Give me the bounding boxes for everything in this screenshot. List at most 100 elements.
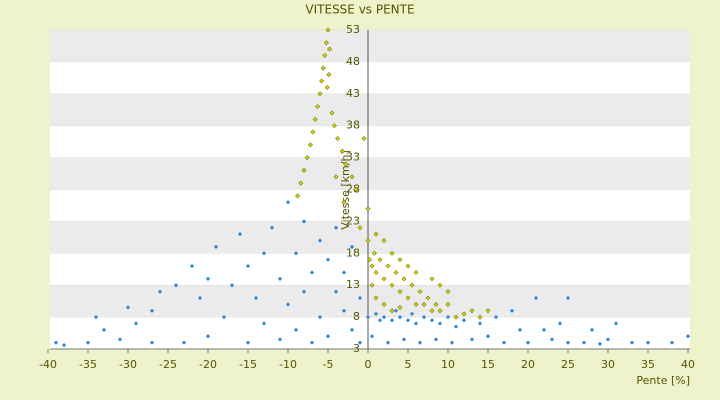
point [277, 337, 283, 342]
point [581, 340, 587, 345]
point [312, 116, 318, 122]
plot-band [50, 30, 690, 62]
point [453, 324, 459, 329]
x-tick-label: 15 [481, 358, 495, 371]
point [685, 334, 691, 339]
point [333, 225, 339, 230]
point [449, 340, 455, 345]
plot-band [50, 61, 690, 94]
point [469, 337, 475, 342]
plot-band [50, 157, 690, 190]
plot-band [50, 285, 690, 318]
point [301, 167, 307, 173]
point [369, 334, 375, 339]
point [373, 311, 379, 317]
point [309, 270, 315, 275]
point [425, 295, 431, 301]
point [477, 314, 483, 320]
point [557, 321, 563, 326]
point [413, 321, 419, 326]
point [317, 314, 323, 320]
point [381, 238, 387, 244]
x-tick-label: 30 [601, 358, 615, 371]
plot-band [50, 125, 690, 158]
point [405, 295, 411, 301]
x-tick-label: -30 [119, 358, 137, 371]
point [589, 327, 595, 332]
point [320, 65, 326, 71]
point [469, 308, 475, 314]
point [341, 199, 347, 205]
point [429, 276, 435, 282]
y-tick-label: 13 [346, 278, 360, 291]
y-tick-label: 43 [346, 87, 360, 100]
y-tick-label: 8 [353, 310, 360, 323]
point [437, 308, 443, 314]
x-tick-label: -5 [323, 358, 334, 371]
y-tick-label: 38 [346, 119, 360, 132]
point [371, 250, 377, 256]
point [397, 314, 403, 320]
point [307, 142, 313, 148]
point [149, 308, 155, 313]
point [269, 225, 275, 230]
point [173, 283, 179, 288]
point [181, 340, 187, 345]
x-tick-label: 5 [405, 358, 412, 371]
point [525, 340, 531, 345]
point [322, 53, 328, 58]
point [417, 340, 423, 345]
y-tick-label: 28 [346, 183, 360, 196]
point [189, 263, 195, 269]
point [323, 40, 329, 46]
point [315, 104, 321, 110]
x-tick-label: -35 [79, 358, 97, 371]
x-tick-label: 20 [521, 358, 535, 371]
point [565, 340, 571, 345]
point [365, 206, 371, 212]
x-tick-label: -20 [199, 358, 217, 371]
point [417, 289, 423, 295]
point [413, 301, 419, 307]
point [401, 276, 407, 282]
point [361, 135, 367, 141]
point [349, 244, 355, 250]
point [533, 295, 539, 301]
point [393, 308, 399, 313]
point [389, 308, 395, 314]
point [133, 321, 139, 326]
point [421, 314, 427, 320]
point [453, 314, 459, 320]
point [389, 250, 395, 256]
y-tick-label: 33 [346, 151, 360, 164]
point [349, 327, 355, 332]
plot-band [50, 189, 690, 222]
x-tick-label: 10 [441, 358, 455, 371]
point [485, 334, 491, 339]
point [605, 337, 611, 342]
point [261, 251, 267, 256]
y-tick-label: 23 [346, 214, 360, 227]
point [205, 334, 211, 339]
x-tick-label: -40 [39, 358, 57, 371]
point [237, 232, 243, 237]
point [433, 301, 439, 307]
point [549, 337, 555, 342]
y-tick-label: 18 [346, 246, 360, 259]
point [365, 238, 371, 244]
point [509, 308, 515, 313]
point [229, 283, 235, 288]
point [669, 340, 675, 345]
point [413, 269, 419, 275]
point [461, 318, 467, 323]
point [401, 337, 407, 342]
point [325, 27, 331, 33]
point [389, 318, 395, 323]
point [377, 318, 383, 323]
point [329, 110, 335, 116]
x-tick-label: 0 [365, 358, 372, 371]
point [213, 244, 219, 250]
point [385, 263, 391, 269]
point [373, 269, 379, 275]
point [381, 276, 387, 282]
